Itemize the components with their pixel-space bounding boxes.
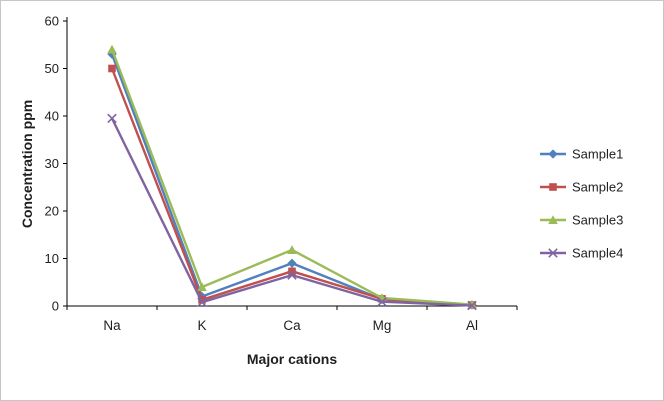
y-tick-label: 0 xyxy=(52,299,59,314)
y-tick-label: 20 xyxy=(45,204,59,219)
axes: 0 10 20 30 40 50 60 Na K Ca Mg Al xyxy=(45,14,518,333)
diamond-marker xyxy=(107,49,117,59)
y-tick-label: 50 xyxy=(45,61,59,76)
y-tick-label: 10 xyxy=(45,251,59,266)
square-marker xyxy=(108,64,116,73)
y-axis-title: Concentration ppm xyxy=(19,100,35,228)
x-marker xyxy=(467,300,477,311)
legend-item: Sample3 xyxy=(540,213,623,228)
legend: Sample1 Sample2 Sample3 Sample4 xyxy=(540,147,623,261)
diamond-marker xyxy=(287,258,297,268)
y-tick-label: 40 xyxy=(45,109,59,124)
x-category-label: Mg xyxy=(373,318,392,333)
legend-label: Sample4 xyxy=(572,246,623,261)
legend-label: Sample2 xyxy=(572,180,623,195)
triangle-marker xyxy=(548,215,558,224)
square-marker xyxy=(288,267,296,276)
legend-item: Sample4 xyxy=(540,246,623,261)
x-category-label: K xyxy=(197,318,206,333)
x-marker xyxy=(548,248,558,258)
square-marker xyxy=(549,183,557,191)
x-marker xyxy=(197,297,207,307)
legend-label: Sample1 xyxy=(572,147,623,162)
legend-label: Sample3 xyxy=(572,213,623,228)
x-category-label: Na xyxy=(103,318,121,333)
x-marker xyxy=(377,296,387,307)
y-tick-label: 30 xyxy=(45,156,59,171)
x-axis-title: Major cations xyxy=(247,351,337,367)
triangle-marker xyxy=(287,245,297,254)
triangle-marker xyxy=(197,282,207,291)
triangle-marker xyxy=(107,44,117,54)
diamond-marker xyxy=(548,149,558,159)
legend-item: Sample1 xyxy=(540,147,623,162)
x-category-label: Al xyxy=(466,318,478,333)
x-marker xyxy=(287,270,297,280)
series-line xyxy=(110,117,473,307)
series-lines xyxy=(107,44,477,311)
legend-item: Sample2 xyxy=(540,180,623,195)
series-sample4 xyxy=(107,113,477,311)
x-marker xyxy=(107,113,117,124)
x-category-label: Ca xyxy=(283,318,301,333)
y-tick-label: 60 xyxy=(45,14,59,29)
